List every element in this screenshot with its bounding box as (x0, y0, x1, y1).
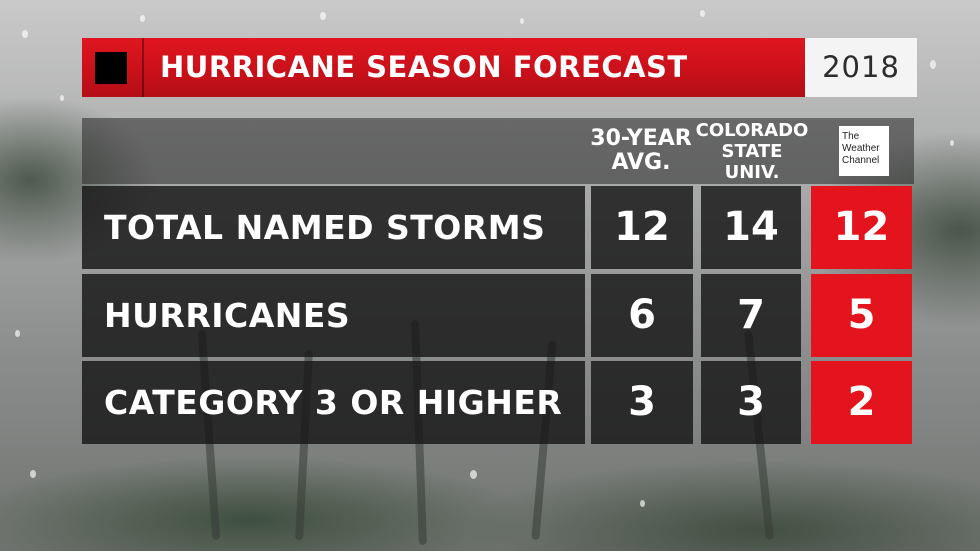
row-label: TOTAL NAMED STORMS (104, 208, 546, 247)
page-title: HURRICANE SEASON FORECAST (160, 50, 688, 84)
column-header-line: STATE (721, 140, 783, 162)
raindrop (520, 18, 524, 24)
title-bar: HURRICANE SEASON FORECAST (82, 38, 805, 97)
column-header-30-year-avg: 30-YEAR AVG. (586, 118, 696, 184)
value-colorado-state: 3 (701, 361, 801, 444)
value-30-year-avg: 12 (591, 186, 693, 269)
row-label-cell: TOTAL NAMED STORMS (82, 186, 585, 269)
column-header-line: UNIV. (724, 161, 780, 183)
row-label-cell: CATEGORY 3 OR HIGHER (82, 361, 585, 444)
raindrop (640, 500, 645, 507)
value-colorado-state: 14 (701, 186, 801, 269)
row-label: CATEGORY 3 OR HIGHER (104, 383, 563, 422)
raindrop (470, 470, 477, 479)
raindrop (60, 95, 64, 101)
logo-text-line: Channel (842, 155, 880, 166)
row-label-cell: HURRICANES (82, 274, 585, 357)
logo-text-line: The (842, 131, 860, 142)
value-30-year-avg: 3 (591, 361, 693, 444)
logo-text-line: Weather (842, 143, 880, 154)
column-header-colorado-state: COLORADO STATE UNIV. (695, 118, 809, 184)
weather-channel-logo: The Weather Channel (839, 126, 889, 176)
column-header-line: COLORADO (695, 119, 809, 141)
raindrop (320, 12, 326, 20)
table-row-total-named-storms: TOTAL NAMED STORMS 12 14 12 (82, 186, 914, 269)
raindrop (950, 140, 954, 146)
table-row-category-3-or-higher: CATEGORY 3 OR HIGHER 3 3 2 (82, 361, 914, 444)
logo-square-icon (95, 52, 127, 84)
row-label: HURRICANES (104, 296, 351, 335)
column-header-line: 30-YEAR (590, 126, 692, 151)
table-header-row (82, 118, 914, 184)
raindrop (930, 60, 936, 69)
table-row-hurricanes: HURRICANES 6 7 5 (82, 274, 914, 357)
value-30-year-avg: 6 (591, 274, 693, 357)
value-colorado-state: 7 (701, 274, 801, 357)
raindrop (15, 330, 20, 337)
year-badge: 2018 (805, 38, 917, 97)
raindrop (140, 15, 145, 22)
raindrop (30, 470, 36, 478)
column-header-line: AVG. (611, 150, 671, 175)
channel-logo-block (82, 38, 144, 97)
value-weather-channel: 12 (811, 186, 912, 269)
value-weather-channel: 2 (811, 361, 912, 444)
raindrop (700, 10, 705, 17)
raindrop (22, 30, 28, 38)
value-weather-channel: 5 (811, 274, 912, 357)
